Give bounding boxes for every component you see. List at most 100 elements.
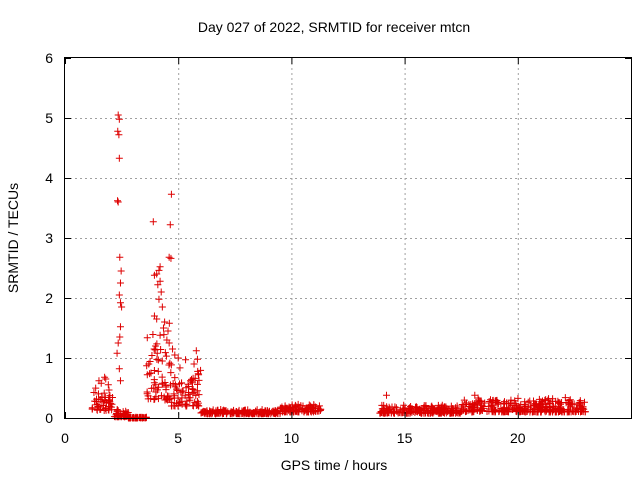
data-point [247,409,255,417]
data-point [212,407,220,415]
data-point [154,356,162,364]
data-point [500,400,508,408]
data-point [185,390,193,398]
data-point [158,357,166,365]
data-point [414,406,422,414]
data-point [539,397,547,405]
data-point [493,397,501,405]
data-point [524,398,532,406]
data-point [462,408,470,416]
x-tick-label: 0 [61,430,69,446]
data-point [164,327,172,335]
data-point [114,197,122,205]
data-point [497,404,505,412]
data-point [96,405,104,413]
data-point [189,401,197,409]
data-point [118,303,126,311]
data-point [401,404,409,412]
y-tick-label: 5 [45,110,53,126]
data-point [183,402,191,410]
data-point [151,395,159,403]
data-point [153,315,161,323]
data-point [252,407,260,415]
x-tick-label: 15 [397,430,413,446]
data-point [306,402,314,410]
data-point [160,393,168,401]
data-point [494,400,502,408]
data-point [440,409,448,417]
x-tick-label: 5 [174,430,182,446]
data-point [150,345,158,353]
data-point [115,291,123,299]
data-point [555,406,563,414]
data-point [581,408,589,416]
data-point [418,409,426,417]
data-point [114,339,122,347]
y-tick-label: 4 [45,170,53,186]
data-point [456,409,464,417]
data-point [429,409,437,417]
data-point [165,339,173,347]
data-point [472,398,480,406]
data-point [527,402,535,410]
data-point [397,408,405,416]
data-point [379,405,387,413]
data-point [167,190,175,198]
data-point [95,395,103,403]
data-point [315,402,323,410]
data-point [516,406,524,414]
data-point [115,115,123,123]
data-point [105,386,113,394]
data-point [156,331,164,339]
data-point [113,349,121,357]
data-point [193,401,201,409]
data-point [170,394,178,402]
y-tick-label: 0 [45,410,53,426]
data-point [193,355,201,363]
data-point [310,408,318,416]
data-point [161,396,169,404]
data-point [155,266,163,274]
data-point [181,392,189,400]
data-point [193,387,201,395]
data-point [256,408,264,416]
data-point [114,127,122,135]
data-point [162,352,170,360]
data-point [542,396,550,404]
data-point [477,398,485,406]
data-point [537,398,545,406]
data-point [122,407,130,415]
data-point [569,407,577,415]
data-point [88,405,96,413]
data-point [469,400,477,408]
data-point [115,365,123,373]
data-point [470,408,478,416]
data-point [90,389,98,397]
data-point [165,253,173,261]
data-point [565,399,573,407]
data-point [533,403,541,411]
data-point [115,154,123,162]
data-point [158,373,166,381]
data-point [391,409,399,417]
data-point [174,387,182,395]
data-point [153,386,161,394]
data-point [561,394,569,402]
data-point [191,374,199,382]
data-point [171,374,179,382]
data-point [530,397,538,405]
data-point [137,413,145,421]
data-point [278,403,286,411]
x-tick-label: 20 [510,430,526,446]
data-point [91,397,99,405]
data-point [114,198,122,206]
axis-ticks: 0 5 10 15 20 0 1 2 3 4 5 6 [45,50,631,446]
data-point [101,373,109,381]
data-point [531,408,539,416]
data-point [154,281,162,289]
data-point [420,404,428,412]
data-point [149,218,157,226]
x-axis-label: GPS time / hours [281,457,388,473]
data-point [535,404,543,412]
data-point [152,342,160,350]
